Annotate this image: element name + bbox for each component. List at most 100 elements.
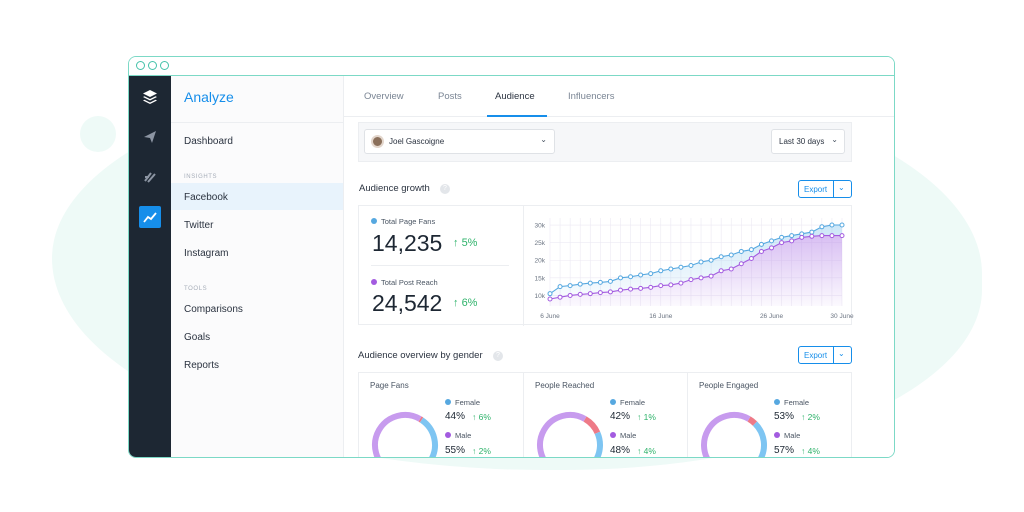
tab-influencers[interactable]: Influencers bbox=[568, 91, 615, 102]
gender-overview-title: Audience overview by gender bbox=[358, 350, 483, 361]
reach-point bbox=[617, 287, 623, 293]
nav-item-goals[interactable]: Goals bbox=[184, 332, 211, 343]
fans-point bbox=[718, 254, 724, 260]
fans-point bbox=[587, 280, 593, 286]
tab-audience[interactable]: Audience bbox=[495, 91, 535, 102]
fans-point bbox=[758, 241, 764, 247]
filter-bar: Joel Gascoigne ⌄ Last 30 days ⌄ bbox=[358, 122, 852, 162]
tab-overview[interactable]: Overview bbox=[364, 91, 404, 102]
buffer-logo-icon[interactable] bbox=[139, 86, 161, 108]
donut-segment-male bbox=[537, 412, 603, 457]
fans-point bbox=[829, 222, 835, 228]
reach-point bbox=[577, 291, 583, 297]
female-percent: 53% bbox=[774, 411, 795, 422]
fans-point bbox=[648, 271, 654, 277]
reach-point bbox=[708, 273, 714, 279]
female-legend: Female bbox=[774, 398, 809, 407]
column-title: People Reached bbox=[535, 381, 595, 390]
reach-change: ↑ 6% bbox=[453, 297, 477, 309]
export-label: Export bbox=[804, 351, 828, 360]
nav-section-insights: INSIGHTS bbox=[184, 174, 218, 180]
x-tick-label: 26 June bbox=[760, 313, 784, 320]
nav-item-dashboard[interactable]: Dashboard bbox=[184, 136, 233, 147]
divider bbox=[171, 122, 343, 123]
female-change-value: 6% bbox=[478, 412, 491, 422]
window-dot-1[interactable] bbox=[136, 61, 145, 70]
reach-point bbox=[547, 296, 553, 302]
reach-point bbox=[567, 292, 573, 298]
tab-posts[interactable]: Posts bbox=[438, 91, 462, 102]
arrow-up-icon: ↑ bbox=[637, 446, 642, 456]
reach-change-value: 6% bbox=[461, 297, 478, 309]
audience-growth-card: Total Page Fans 14,235 ↑ 5% Total Post R… bbox=[358, 205, 854, 326]
analyze-chart-icon[interactable] bbox=[139, 206, 161, 228]
window-dot-3[interactable] bbox=[160, 61, 169, 70]
nav-item-facebook[interactable]: Facebook bbox=[184, 192, 228, 203]
date-range-label: Last 30 days bbox=[779, 137, 825, 146]
nav-item-twitter[interactable]: Twitter bbox=[184, 220, 214, 231]
date-range-select[interactable]: Last 30 days ⌄ bbox=[771, 129, 845, 154]
chevron-down-icon: ⌄ bbox=[838, 349, 845, 358]
fans-point bbox=[557, 284, 563, 290]
nav-item-reports[interactable]: Reports bbox=[184, 360, 220, 371]
female-legend: Female bbox=[610, 398, 645, 407]
reach-point bbox=[718, 268, 724, 274]
fans-change: ↑ 5% bbox=[453, 237, 477, 249]
fans-change-value: 5% bbox=[461, 237, 478, 249]
fans-label: Total Page Fans bbox=[371, 217, 435, 226]
window-titlebar bbox=[129, 57, 894, 76]
reach-point bbox=[688, 277, 694, 283]
help-icon[interactable]: ? bbox=[493, 351, 503, 361]
help-icon[interactable]: ? bbox=[440, 184, 450, 194]
fans-point bbox=[668, 266, 674, 272]
reach-label-text: Total Post Reach bbox=[381, 278, 438, 287]
nav-item-instagram[interactable]: Instagram bbox=[184, 248, 229, 259]
window-dot-2[interactable] bbox=[148, 61, 157, 70]
male-change: ↑ 2% bbox=[472, 446, 491, 456]
fans-point bbox=[658, 268, 664, 274]
publish-send-icon[interactable] bbox=[139, 126, 161, 148]
fans-point bbox=[728, 252, 734, 258]
male-label: Male bbox=[620, 431, 637, 440]
male-legend: Male bbox=[610, 431, 636, 440]
donut-chart bbox=[537, 412, 603, 457]
y-tick-label: 10k bbox=[535, 293, 546, 300]
male-label: Male bbox=[784, 431, 801, 440]
export-button[interactable]: Export ⌄ bbox=[798, 346, 852, 364]
reach-point bbox=[587, 291, 593, 297]
male-percent: 55% bbox=[445, 445, 466, 456]
gender-column-page-fans: Page Fans Female 44% ↑ 6% Male 55% ↑ 2% bbox=[359, 373, 523, 457]
gender-column-people-reached: People Reached Female 42% ↑ 1% Male 48% … bbox=[523, 373, 687, 457]
male-change-value: 2% bbox=[478, 446, 491, 456]
nav-item-comparisons[interactable]: Comparisons bbox=[184, 304, 243, 315]
fans-point bbox=[819, 224, 825, 230]
reach-value: 24,542 bbox=[372, 290, 443, 316]
reach-point bbox=[738, 261, 744, 267]
fans-label-text: Total Page Fans bbox=[381, 217, 436, 226]
fans-point bbox=[567, 283, 573, 289]
male-percent: 57% bbox=[774, 445, 795, 456]
reach-point bbox=[628, 286, 634, 292]
reach-point bbox=[678, 280, 684, 286]
reach-point bbox=[728, 266, 734, 272]
arrow-up-icon: ↑ bbox=[453, 297, 459, 309]
reach-area bbox=[550, 235, 842, 306]
male-change: ↑ 4% bbox=[637, 446, 656, 456]
arrow-up-icon: ↑ bbox=[472, 412, 477, 422]
reach-point bbox=[638, 285, 644, 291]
export-button[interactable]: Export ⌄ bbox=[798, 180, 852, 198]
female-change-value: 2% bbox=[807, 412, 820, 422]
audience-growth-title: Audience growth bbox=[359, 183, 430, 194]
profile-select[interactable]: Joel Gascoigne ⌄ bbox=[364, 129, 555, 154]
reach-point bbox=[819, 233, 825, 239]
fans-point bbox=[577, 281, 583, 287]
female-dot bbox=[445, 399, 451, 405]
tab-bar: Overview Posts Audience Influencers bbox=[344, 76, 894, 117]
column-title: Page Fans bbox=[370, 381, 409, 390]
donut-chart bbox=[372, 412, 438, 457]
reply-icon[interactable] bbox=[139, 166, 161, 188]
y-tick-label: 15k bbox=[535, 275, 546, 282]
female-label: Female bbox=[620, 398, 646, 407]
reach-point bbox=[829, 233, 835, 239]
chevron-down-icon: ⌄ bbox=[831, 135, 838, 144]
